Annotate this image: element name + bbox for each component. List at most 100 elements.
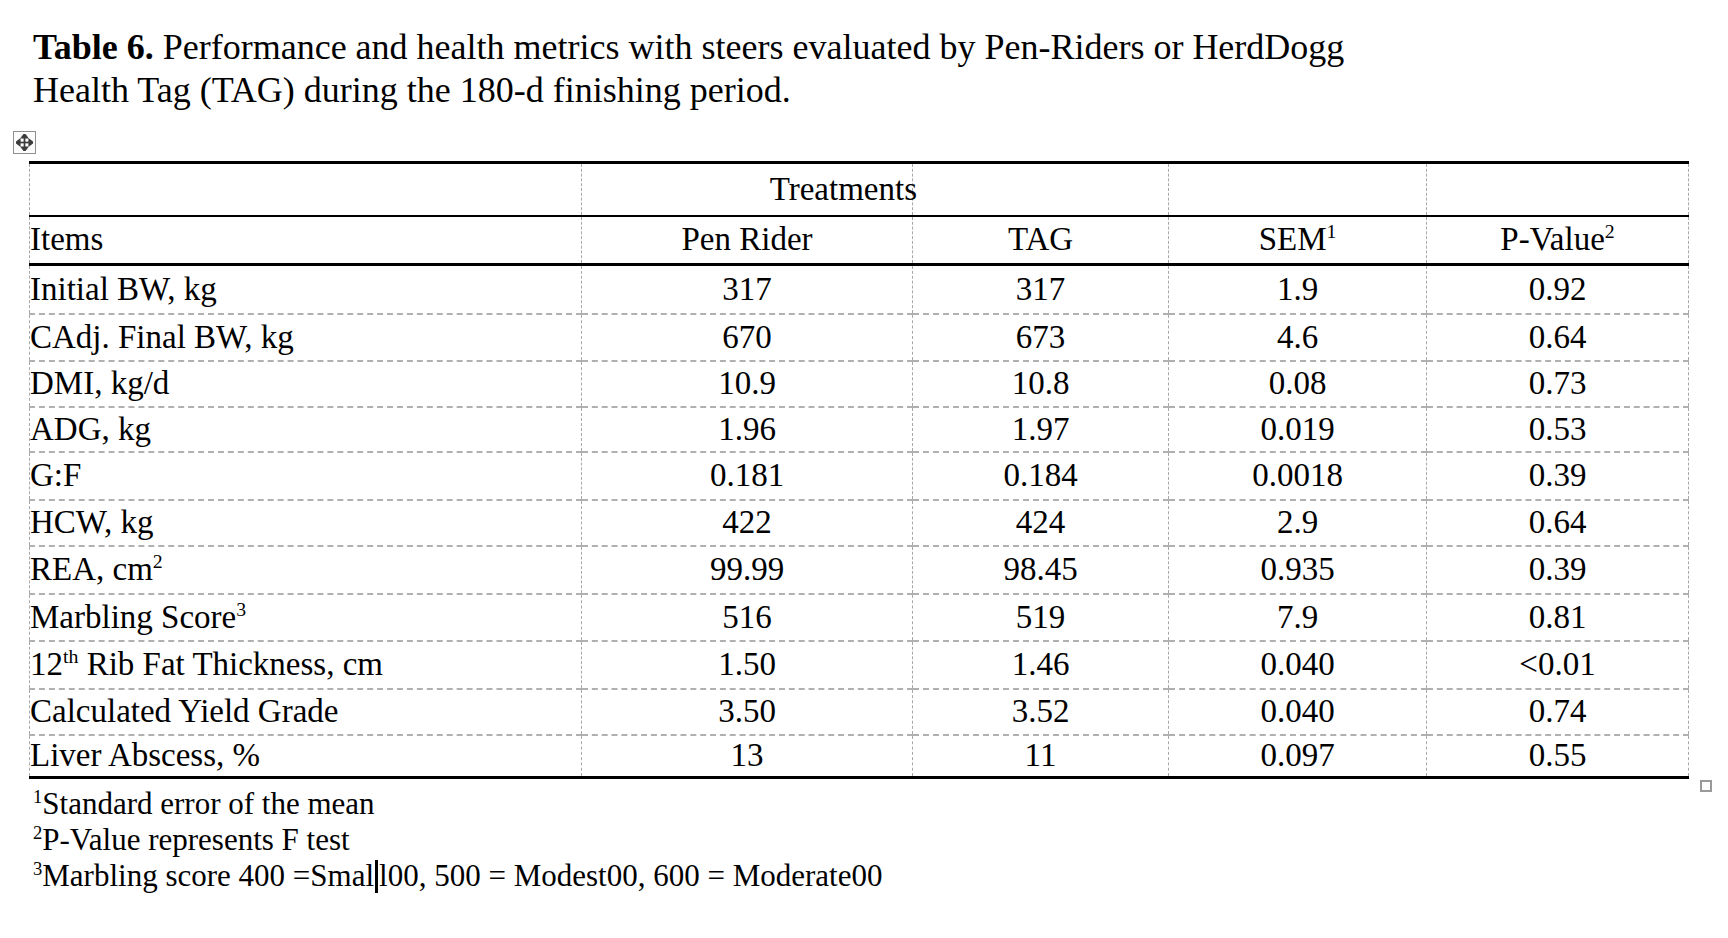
spanner-empty-cell[interactable] [1427,163,1689,216]
cell-pen-rider[interactable]: 1.50 [582,641,913,689]
cell-pen-rider[interactable]: 99.99 [582,546,913,594]
item-text: Liver Abscess, % [30,737,260,773]
cell-item[interactable]: Initial BW, kg [30,265,582,314]
cell-tag[interactable]: 1.97 [913,407,1169,452]
item-text: REA, cm [30,551,153,587]
cell-tag[interactable]: 98.45 [913,546,1169,594]
cell-sem[interactable]: 0.040 [1169,689,1427,735]
cell-sem[interactable]: 0.040 [1169,641,1427,689]
cell-pen-rider[interactable]: 670 [582,314,913,361]
cell-tag[interactable]: 1.46 [913,641,1169,689]
cell-pen-rider[interactable]: 317 [582,265,913,314]
cell-item[interactable]: HCW, kg [30,500,582,546]
item-text: Initial BW, kg [30,271,217,307]
cell-item[interactable]: DMI, kg/d [30,361,582,407]
cell-p-value[interactable]: 0.39 [1427,452,1689,500]
item-text: Rib Fat Thickness, cm [78,646,383,682]
cell-tag[interactable]: 317 [913,265,1169,314]
cell-pen-rider[interactable]: 1.96 [582,407,913,452]
cell-pen-rider[interactable]: 0.181 [582,452,913,500]
cell-pen-rider[interactable]: 516 [582,594,913,641]
cell-item[interactable]: G:F [30,452,582,500]
cell-p-value[interactable]: 0.81 [1427,594,1689,641]
cell-sem[interactable]: 0.097 [1169,735,1427,778]
item-text: CAdj. Final BW, kg [30,319,294,355]
cell-sem[interactable]: 1.9 [1169,265,1427,314]
spanner-row: Treatments [30,163,1689,216]
cell-tag[interactable]: 11 [913,735,1169,778]
cell-item[interactable]: Calculated Yield Grade [30,689,582,735]
cell-item[interactable]: 12th Rib Fat Thickness, cm [30,641,582,689]
p-value-superscript: 2 [1605,220,1615,242]
spanner-cell-treatments[interactable]: Treatments [582,163,913,216]
cell-p-value[interactable]: 0.55 [1427,735,1689,778]
cell-tag[interactable]: 0.184 [913,452,1169,500]
cell-pen-rider[interactable]: 13 [582,735,913,778]
sem-label: SEM [1259,221,1327,257]
word-document-page: { "document": { "caption": { "label_bold… [0,0,1728,938]
footnote-1-text: Standard error of the mean [42,786,374,821]
cell-pen-rider[interactable]: 3.50 [582,689,913,735]
treatments-label: Treatments [770,171,917,208]
move-arrows-icon [16,134,33,151]
item-sup: th [63,645,78,667]
caption-text: Performance and health metrics with stee… [154,27,1345,67]
cell-sem[interactable]: 7.9 [1169,594,1427,641]
cell-p-value[interactable]: 0.92 [1427,265,1689,314]
footnote-3-text-pre: Marbling score 400 =Smal [42,858,374,893]
spanner-empty-cell[interactable] [30,163,582,216]
p-value-label: P-Value [1500,221,1604,257]
footnote-2[interactable]: 2P-Value represents F test [33,822,882,858]
header-row: Items Pen Rider TAG SEM1 P-Value2 [30,216,1689,265]
table-row-adg: ADG, kg 1.96 1.97 0.019 0.53 [30,407,1689,452]
spanner-empty-cell[interactable] [913,163,1169,216]
cell-pen-rider[interactable]: 10.9 [582,361,913,407]
cell-p-value[interactable]: 0.64 [1427,314,1689,361]
col-header-sem[interactable]: SEM1 [1169,216,1427,265]
caption-line-1: Table 6. Performance and health metrics … [33,26,1533,69]
item-text: 12 [30,646,63,682]
table-row-initial-bw: Initial BW, kg 317 317 1.9 0.92 [30,265,1689,314]
cell-item[interactable]: REA, cm2 [30,546,582,594]
cell-sem[interactable]: 2.9 [1169,500,1427,546]
table-caption[interactable]: Table 6. Performance and health metrics … [33,26,1533,112]
col-header-items[interactable]: Items [30,216,582,265]
cell-pen-rider[interactable]: 422 [582,500,913,546]
table-row-yield-grade: Calculated Yield Grade 3.50 3.52 0.040 0… [30,689,1689,735]
item-sup: 2 [153,550,163,572]
cell-tag[interactable]: 3.52 [913,689,1169,735]
footnote-1[interactable]: 1Standard error of the mean [33,786,882,822]
col-header-tag[interactable]: TAG [913,216,1169,265]
cell-p-value[interactable]: 0.74 [1427,689,1689,735]
cell-p-value[interactable]: 0.39 [1427,546,1689,594]
cell-p-value[interactable]: 0.64 [1427,500,1689,546]
cell-p-value[interactable]: 0.73 [1427,361,1689,407]
table-row-marbling: Marbling Score3 516 519 7.9 0.81 [30,594,1689,641]
cell-p-value[interactable]: <0.01 [1427,641,1689,689]
footnote-2-text: P-Value represents F test [42,822,349,857]
cell-sem[interactable]: 4.6 [1169,314,1427,361]
cell-tag[interactable]: 519 [913,594,1169,641]
spanner-empty-cell[interactable] [1169,163,1427,216]
cell-tag[interactable]: 424 [913,500,1169,546]
col-header-p-value[interactable]: P-Value2 [1427,216,1689,265]
cell-tag[interactable]: 10.8 [913,361,1169,407]
text-cursor-caret [375,860,378,893]
metrics-table[interactable]: Treatments Items Pen Rider TAG SEM1 P-Va… [29,161,1689,779]
cell-sem[interactable]: 0.08 [1169,361,1427,407]
footnote-3[interactable]: 3Marbling score 400 =Small00, 500 = Mode… [33,858,882,894]
cell-sem[interactable]: 0.935 [1169,546,1427,594]
col-header-pen-rider[interactable]: Pen Rider [582,216,913,265]
cell-sem[interactable]: 0.019 [1169,407,1427,452]
cell-p-value[interactable]: 0.53 [1427,407,1689,452]
cell-sem[interactable]: 0.0018 [1169,452,1427,500]
cell-item[interactable]: ADG, kg [30,407,582,452]
caption-label: Table 6. [33,27,154,67]
footnote-3-marker: 3 [33,858,42,879]
table-move-handle[interactable] [13,131,36,154]
table-resize-handle[interactable] [1700,780,1712,792]
cell-tag[interactable]: 673 [913,314,1169,361]
cell-item[interactable]: CAdj. Final BW, kg [30,314,582,361]
cell-item[interactable]: Marbling Score3 [30,594,582,641]
cell-item[interactable]: Liver Abscess, % [30,735,582,778]
